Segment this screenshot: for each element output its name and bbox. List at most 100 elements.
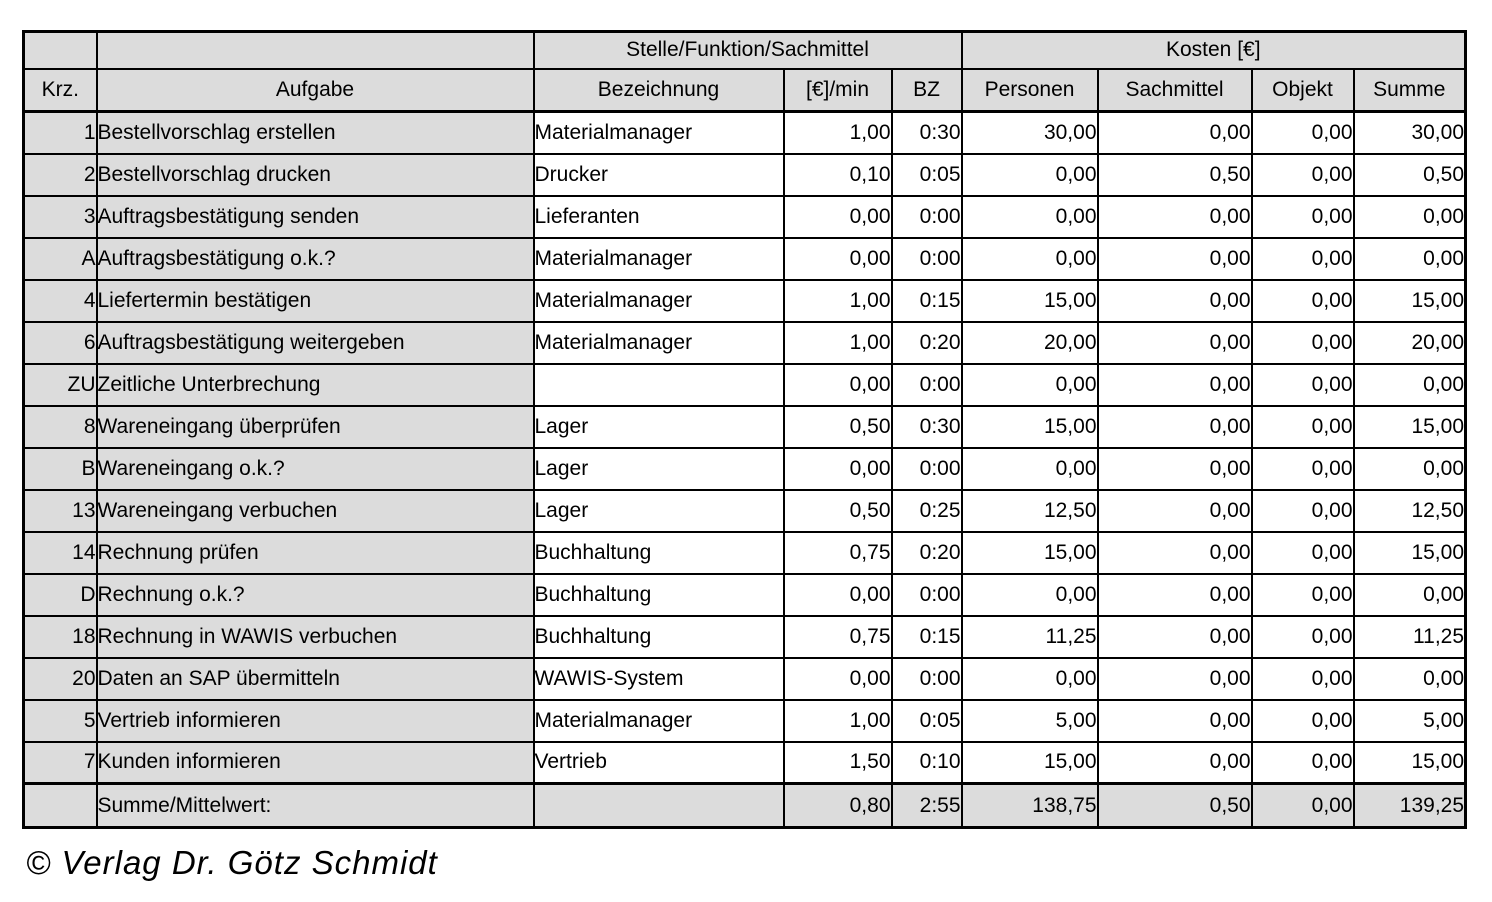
cell-bezeichnung: Materialmanager — [532, 278, 785, 323]
cell-sachmittel: 0,00 — [1096, 740, 1253, 785]
cell-personen: 15,00 — [960, 740, 1099, 785]
cell-personen: 15,00 — [960, 278, 1099, 323]
cell-eur-min: 1,50 — [782, 740, 893, 785]
cell-summe: 15,00 — [1352, 530, 1467, 575]
table-row: ZU Zeitliche Unterbrechung 0,00 0:00 0,00 0,0… — [22, 362, 1467, 407]
cost-table-container: Stelle/Funktion/Sachmittel Kosten [€] Kr… — [22, 30, 1468, 829]
cell-sachmittel: 0,00 — [1096, 194, 1253, 239]
cell-aufgabe: Rechnung o.k.? — [95, 572, 535, 617]
cell-bezeichnung: Materialmanager — [532, 110, 785, 155]
cell-bezeichnung: Buchhaltung — [532, 530, 785, 575]
cell-eur-min: 1,00 — [782, 320, 893, 365]
column-header-row: Krz. Aufgabe Bezeichnung [€]/min BZ Pers… — [22, 67, 1467, 113]
cell-aufgabe: Wareneingang o.k.? — [95, 446, 535, 491]
cell-eur-min: 0,00 — [782, 572, 893, 617]
cell-krz: 2 — [22, 152, 98, 197]
cell-personen: 5,00 — [960, 698, 1099, 743]
cell-summe: 11,25 — [1352, 614, 1467, 659]
cell-aufgabe: Summe/Mittelwert: — [95, 782, 535, 829]
cell-bz: 0:00 — [890, 446, 963, 491]
cell-personen: 0,00 — [960, 194, 1099, 239]
cell-bezeichnung: Buchhaltung — [532, 614, 785, 659]
cell-bezeichnung: Materialmanager — [532, 320, 785, 365]
cell-summe: 5,00 — [1352, 698, 1467, 743]
group-header-empty-krz — [22, 30, 98, 70]
table-row: A Auftragsbestätigung o.k.? Materialmanage… — [22, 236, 1467, 281]
cell-bezeichnung — [532, 362, 785, 407]
cell-personen: 15,00 — [960, 530, 1099, 575]
copyright-notice: © Verlag Dr. Götz Schmidt — [26, 844, 438, 881]
cell-bz: 0:30 — [890, 404, 963, 449]
cell-eur-min: 1,00 — [782, 110, 893, 155]
cell-sachmittel: 0,00 — [1096, 110, 1253, 155]
cell-krz: 4 — [22, 278, 98, 323]
table-row: B Wareneingang o.k.? Lager 0,00 0:00 0,00 0,00… — [22, 446, 1467, 491]
cell-sachmittel: 0,00 — [1096, 614, 1253, 659]
cell-personen: 0,00 — [960, 152, 1099, 197]
cell-summe: 0,00 — [1352, 362, 1467, 407]
cell-aufgabe: Auftragsbestätigung o.k.? — [95, 236, 535, 281]
cell-bz: 0:15 — [890, 614, 963, 659]
cell-krz: B — [22, 446, 98, 491]
cell-eur-min: 0,10 — [782, 152, 893, 197]
cell-aufgabe: Liefertermin bestätigen — [95, 278, 535, 323]
cell-objekt: 0,00 — [1250, 782, 1355, 829]
cell-eur-min: 0,00 — [782, 362, 893, 407]
cell-aufgabe: Rechnung in WAWIS verbuchen — [95, 614, 535, 659]
cell-krz: 3 — [22, 194, 98, 239]
cell-bz: 0:00 — [890, 656, 963, 701]
cell-bz: 2:55 — [890, 782, 963, 829]
cell-summe: 0,00 — [1352, 446, 1467, 491]
cell-bezeichnung: Lager — [532, 404, 785, 449]
cell-summe: 15,00 — [1352, 278, 1467, 323]
cell-personen: 0,00 — [960, 362, 1099, 407]
cell-bz: 0:00 — [890, 362, 963, 407]
cell-personen: 138,75 — [960, 782, 1099, 829]
cell-eur-min: 0,75 — [782, 614, 893, 659]
cell-krz: 1 — [22, 110, 98, 155]
cell-bz: 0:30 — [890, 110, 963, 155]
cell-krz — [22, 782, 98, 829]
cell-objekt: 0,00 — [1250, 446, 1355, 491]
cell-eur-min: 0,00 — [782, 236, 893, 281]
cell-objekt: 0,00 — [1250, 278, 1355, 323]
table-body: 1 Bestellvorschlag erstellen Materialmanag… — [22, 110, 1467, 829]
cell-sachmittel: 0,00 — [1096, 572, 1253, 617]
cell-krz: 20 — [22, 656, 98, 701]
cell-krz: ZU — [22, 362, 98, 407]
cell-aufgabe: Daten an SAP übermitteln — [95, 656, 535, 701]
cell-sachmittel: 0,00 — [1096, 488, 1253, 533]
cell-krz: D — [22, 572, 98, 617]
cell-objekt: 0,00 — [1250, 530, 1355, 575]
table-row: 5 Vertrieb informieren Materialmanager 1,00… — [22, 698, 1467, 743]
cell-summe: 20,00 — [1352, 320, 1467, 365]
table-row: 13 Wareneingang verbuchen Lager 0,50 0:25 12,… — [22, 488, 1467, 533]
cell-aufgabe: Kunden informieren — [95, 740, 535, 785]
cell-summe: 15,00 — [1352, 740, 1467, 785]
table-row: 4 Liefertermin bestätigen Materialmanager 1… — [22, 278, 1467, 323]
cell-bezeichnung: Materialmanager — [532, 236, 785, 281]
table-row: D Rechnung o.k.? Buchhaltung 0,00 0:00 0,00 0,… — [22, 572, 1467, 617]
table-header: Stelle/Funktion/Sachmittel Kosten [€] Kr… — [22, 30, 1467, 113]
cell-personen: 0,00 — [960, 446, 1099, 491]
group-header-empty-aufgabe — [95, 30, 535, 70]
cell-personen: 30,00 — [960, 110, 1099, 155]
cell-bz: 0:20 — [890, 530, 963, 575]
cell-krz: 7 — [22, 740, 98, 785]
cell-aufgabe: Bestellvorschlag erstellen — [95, 110, 535, 155]
cell-bz: 0:05 — [890, 152, 963, 197]
cell-sachmittel: 0,00 — [1096, 278, 1253, 323]
cell-summe: 139,25 — [1352, 782, 1467, 829]
cell-sachmittel: 0,00 — [1096, 320, 1253, 365]
cell-krz: 5 — [22, 698, 98, 743]
cell-objekt: 0,00 — [1250, 236, 1355, 281]
cell-personen: 12,50 — [960, 488, 1099, 533]
cell-eur-min: 0,50 — [782, 404, 893, 449]
table-row: 20 Daten an SAP übermitteln WAWIS-System 0,… — [22, 656, 1467, 701]
cell-krz: 18 — [22, 614, 98, 659]
cell-objekt: 0,00 — [1250, 404, 1355, 449]
cell-bezeichnung: WAWIS-System — [532, 656, 785, 701]
cell-objekt: 0,00 — [1250, 320, 1355, 365]
cell-objekt: 0,00 — [1250, 152, 1355, 197]
cell-summe: 0,00 — [1352, 236, 1467, 281]
